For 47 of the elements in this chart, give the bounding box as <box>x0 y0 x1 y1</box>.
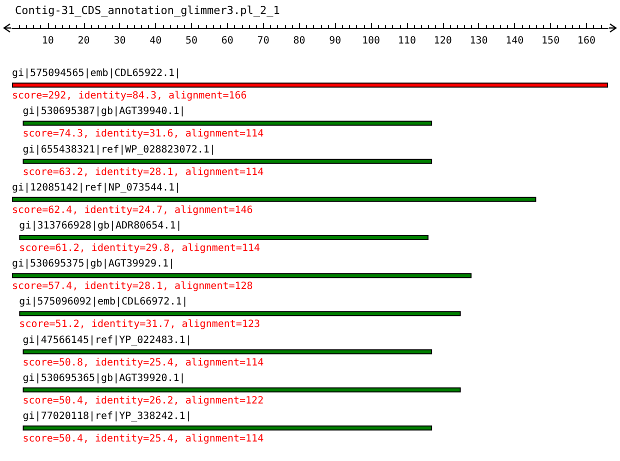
bar <box>22 425 432 430</box>
x-tick-label: 20 <box>78 36 90 46</box>
annotation: score=50.4, identity=25.4, alignment=114 <box>22 433 264 444</box>
x-tick-label: 60 <box>221 36 234 46</box>
bar <box>12 196 536 202</box>
y-tick-label: gi|575096092|emb|CDL66972.1| <box>19 296 188 308</box>
annotation: score=57.4, identity=28.1, alignment=128 <box>12 281 253 292</box>
x-tick-label: 120 <box>434 36 452 46</box>
y-tick-label: gi|530695387|gb|AGT39940.1| <box>22 106 186 118</box>
x-tick-label: 40 <box>150 36 162 46</box>
annotation: score=63.2, identity=28.1, alignment=114 <box>22 166 264 178</box>
x-tick-label: 160 <box>577 36 596 46</box>
bar <box>12 273 472 278</box>
x-tick-label: 10 <box>42 36 54 46</box>
bar <box>22 349 432 354</box>
x-tick-label: 130 <box>470 36 488 46</box>
bar <box>22 120 432 126</box>
bar <box>22 387 461 392</box>
y-tick-label: gi|530695375|gb|AGT39929.1| <box>12 258 175 270</box>
annotation: score=50.4, identity=26.2, alignment=122 <box>22 395 264 406</box>
annotation: score=74.3, identity=31.6, alignment=114 <box>22 128 264 140</box>
x-tick-label: 80 <box>293 36 306 46</box>
y-tick-label: gi|530695365|gb|AGT39920.1| <box>22 372 186 384</box>
x-tick-label: 30 <box>114 36 126 46</box>
annotation: score=62.4, identity=24.7, alignment=146 <box>12 204 253 216</box>
annotation: score=51.2, identity=31.7, alignment=123 <box>19 319 260 330</box>
y-tick-label: gi|655438321|ref|WP_028823072.1| <box>22 144 216 156</box>
annotation: score=292, identity=84.3, alignment=166 <box>12 90 247 102</box>
annotation: score=61.2, identity=29.8, alignment=114 <box>19 243 260 254</box>
x-tick-label: 100 <box>362 36 380 46</box>
x-tick-label: 110 <box>398 36 416 46</box>
bar <box>22 158 432 164</box>
x-tick-label: 90 <box>329 36 342 46</box>
chart-title: Contig-31_CDS_annotation_glimmer3.pl_2_1 <box>15 4 280 17</box>
y-tick-label: gi|575094565|emb|CDL65922.1| <box>12 68 181 80</box>
bar <box>19 311 461 316</box>
y-tick-label: gi|313766928|gb|ADR80654.1| <box>19 220 182 232</box>
bar <box>12 82 608 88</box>
y-tick-label: gi|12085142|ref|NP_073544.1| <box>12 182 181 194</box>
annotation: score=50.8, identity=25.4, alignment=114 <box>22 357 264 368</box>
x-tick-label: 50 <box>185 36 198 46</box>
bar <box>19 235 428 240</box>
x-tick-label: 140 <box>506 36 524 46</box>
x-tick-label: 70 <box>257 36 270 46</box>
y-tick-label: gi|77020118|ref|YP_338242.1| <box>22 410 192 422</box>
x-tick-label: 150 <box>542 36 560 46</box>
y-tick-label: gi|47566145|ref|YP_022483.1| <box>22 334 192 346</box>
